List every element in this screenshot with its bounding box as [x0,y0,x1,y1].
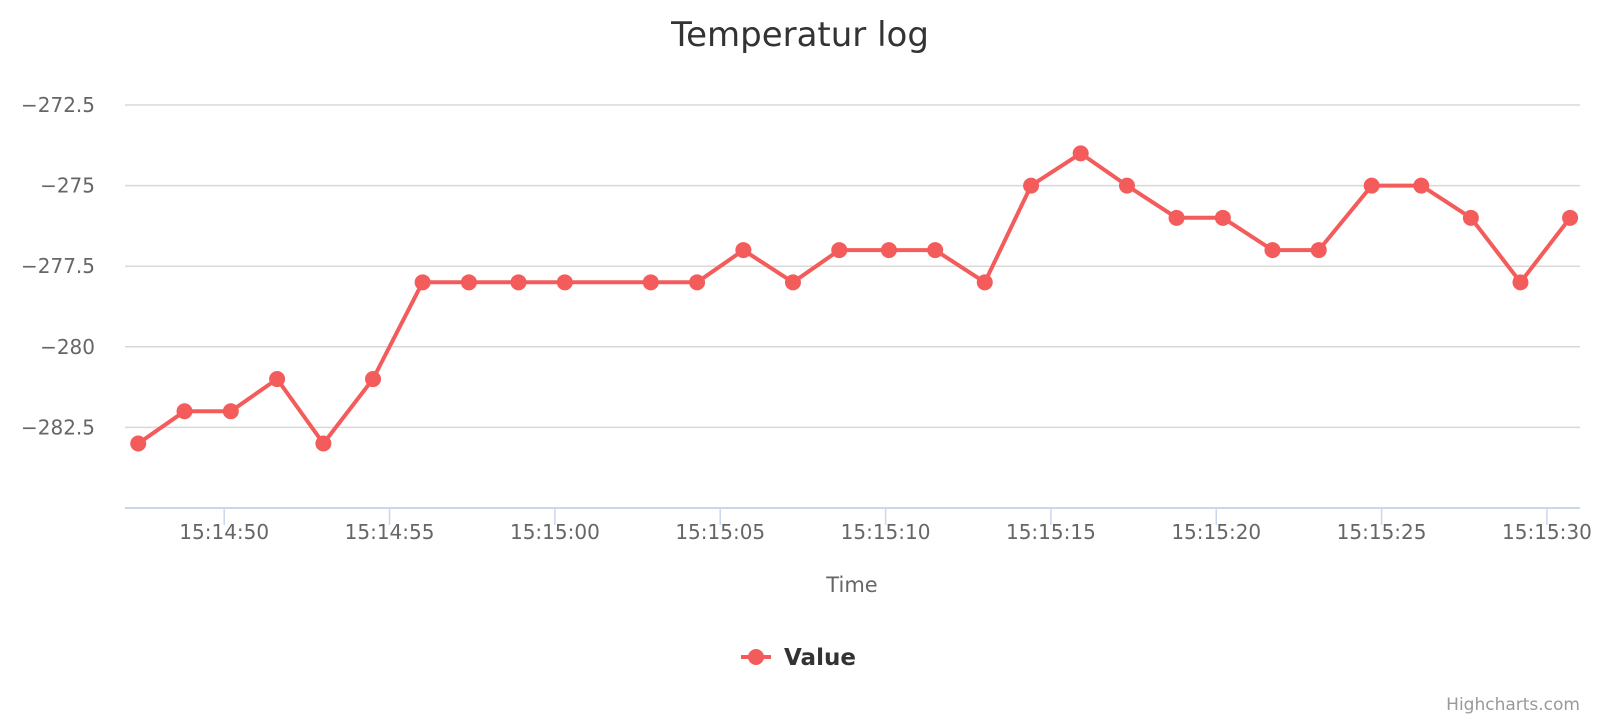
y-tick-label: −282.5 [21,415,95,439]
data-point[interactable] [1562,209,1579,226]
data-point[interactable] [414,274,431,291]
data-point[interactable] [130,435,147,452]
data-point[interactable] [1023,177,1040,194]
y-tick-label: −272.5 [21,93,95,117]
y-tick-label: −275 [40,174,95,198]
data-point[interactable] [831,242,848,259]
data-point[interactable] [976,274,993,291]
y-tick-label: −277.5 [21,254,95,278]
data-point[interactable] [927,242,944,259]
chart-title: Temperatur log [670,15,929,55]
data-point[interactable] [1310,242,1327,259]
data-point[interactable] [269,371,286,388]
data-point[interactable] [222,403,239,420]
data-point[interactable] [784,274,801,291]
data-point[interactable] [1118,177,1135,194]
data-point[interactable] [880,242,897,259]
data-point[interactable] [365,371,382,388]
x-tick-label: 15:14:55 [345,520,435,544]
x-tick-label: 15:15:30 [1502,520,1592,544]
data-point[interactable] [642,274,659,291]
data-point[interactable] [510,274,527,291]
legend-label: Value [784,645,856,671]
data-point[interactable] [460,274,477,291]
data-point[interactable] [556,274,573,291]
data-point[interactable] [1168,209,1185,226]
data-point[interactable] [1264,242,1281,259]
data-point[interactable] [1363,177,1380,194]
x-axis-ticks: 15:14:50 15:14:55 15:15:00 15:15:05 15:15:10… [179,508,1592,544]
data-point[interactable] [1072,145,1089,162]
x-tick-label: 15:15:10 [841,520,931,544]
y-axis-labels: −272.5 −275 −277.5 −280 −282.5 [21,93,95,439]
x-tick-label: 15:15:15 [1006,520,1096,544]
data-point[interactable] [689,274,706,291]
legend-marker-symbol [748,649,764,665]
x-tick-label: 15:15:00 [510,520,600,544]
data-point[interactable] [176,403,193,420]
x-tick-label: 15:15:20 [1171,520,1261,544]
data-point[interactable] [1214,209,1231,226]
legend-item-value[interactable]: Value [741,645,856,671]
data-point[interactable] [1413,177,1430,194]
x-tick-label: 15:14:50 [179,520,269,544]
x-tick-label: 15:15:05 [675,520,765,544]
data-point[interactable] [315,435,332,452]
data-point[interactable] [1462,209,1479,226]
series-value [130,145,1579,452]
x-tick-label: 15:15:25 [1337,520,1427,544]
x-axis-title: Time [825,573,877,597]
y-tick-label: −280 [40,335,95,359]
gridlines [125,104,1580,429]
series-line [137,151,1572,446]
data-point[interactable] [735,242,752,259]
data-point[interactable] [1512,274,1529,291]
credits-link[interactable]: Highcharts.com [1446,695,1580,715]
